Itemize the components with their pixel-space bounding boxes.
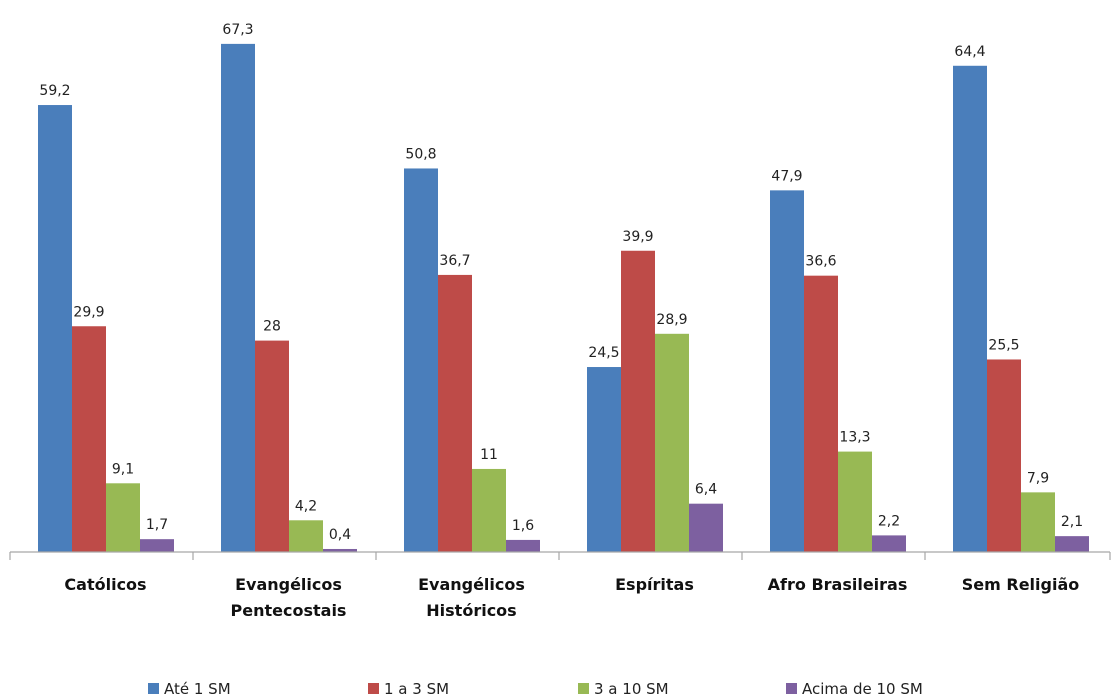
data-label: 36,6 — [805, 254, 836, 270]
value-labels-group: 59,2 29,9 9,1 1,7 67,3 28 4,2 0,4 50,8 36,7 11 1,6 2… — [39, 22, 1083, 543]
legend-label: 3 a 10 SM — [594, 680, 669, 698]
legend: Até 1 SM 1 a 3 SM 3 a 10 SM Acima de 10 SM — [148, 680, 923, 698]
bar — [438, 274, 472, 552]
data-label: 64,4 — [954, 44, 985, 60]
data-label: 13,3 — [839, 430, 870, 446]
data-label: 28 — [263, 319, 281, 335]
data-label: 39,9 — [622, 229, 653, 245]
category-label: Afro Brasileiras — [768, 575, 908, 594]
legend-swatch — [368, 683, 379, 694]
bar — [953, 65, 987, 552]
category-label: Sem Religião — [962, 575, 1079, 594]
bar — [655, 333, 689, 552]
bar — [472, 468, 506, 552]
bar — [72, 326, 106, 552]
category-label: Evangélicos — [418, 575, 525, 594]
category-label: Pentecostais — [231, 601, 347, 620]
x-axis-ticks — [9, 552, 1111, 560]
data-label: 50,8 — [405, 146, 436, 162]
category-label: Históricos — [426, 601, 516, 620]
legend-label: Acima de 10 SM — [802, 680, 923, 698]
bar — [1055, 536, 1089, 552]
bar — [140, 539, 174, 552]
data-label: 0,4 — [329, 527, 351, 543]
data-label: 47,9 — [771, 168, 802, 184]
data-label: 36,7 — [439, 253, 470, 269]
bar — [289, 520, 323, 552]
bar — [587, 367, 621, 552]
legend-swatch — [578, 683, 589, 694]
legend-swatch — [786, 683, 797, 694]
data-label: 29,9 — [73, 304, 104, 320]
bar — [1021, 492, 1055, 552]
bar — [689, 503, 723, 552]
bars-group — [38, 43, 1089, 553]
bar — [323, 548, 357, 552]
category-label: Evangélicos — [235, 575, 342, 594]
category-label: Espíritas — [615, 575, 694, 594]
legend-swatch — [148, 683, 159, 694]
bar — [621, 250, 655, 552]
bar — [404, 168, 438, 552]
category-label: Católicos — [64, 575, 146, 594]
legend-label: 1 a 3 SM — [384, 680, 449, 698]
data-label: 11 — [480, 447, 498, 463]
data-label: 25,5 — [988, 337, 1019, 353]
bar — [987, 359, 1021, 552]
bar — [221, 43, 255, 552]
data-label: 24,5 — [588, 345, 619, 361]
bar — [838, 451, 872, 552]
data-label: 59,2 — [39, 83, 70, 99]
data-label: 6,4 — [695, 482, 717, 498]
bar — [770, 190, 804, 553]
data-label: 67,3 — [222, 22, 253, 38]
bar — [106, 483, 140, 552]
data-label: 1,7 — [146, 517, 168, 533]
bar — [804, 275, 838, 552]
bar — [255, 340, 289, 552]
bar — [506, 539, 540, 552]
category-labels-group: Católicos Evangélicos Pentecostais Evangéli… — [64, 575, 1079, 620]
data-label: 2,2 — [878, 513, 900, 529]
data-label: 9,1 — [112, 461, 134, 477]
data-label: 2,1 — [1061, 514, 1083, 530]
legend-label: Até 1 SM — [164, 680, 231, 698]
data-label: 1,6 — [512, 518, 534, 534]
bar — [872, 535, 906, 552]
data-label: 7,9 — [1027, 470, 1049, 486]
data-label: 4,2 — [295, 498, 317, 514]
data-label: 28,9 — [656, 312, 687, 328]
bar — [38, 105, 72, 552]
